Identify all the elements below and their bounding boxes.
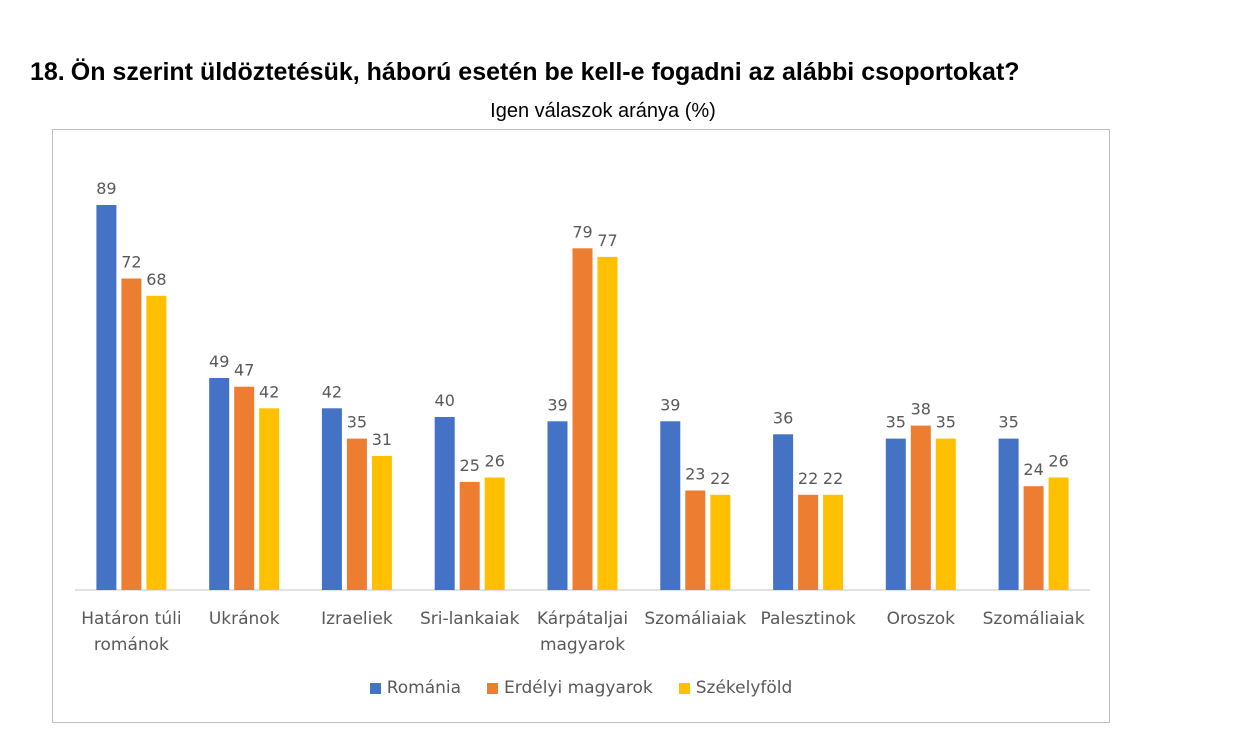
legend-swatch-szekelyfold [678, 682, 690, 694]
data-label-7-series-2: 22 [798, 469, 818, 488]
bar-9-series-2 [1023, 486, 1044, 590]
data-label-2-series-1: 49 [209, 352, 229, 371]
bar-5-series-2 [572, 248, 593, 591]
bar-3-series-3 [371, 455, 392, 590]
legend-label-romania: Románia [386, 678, 462, 698]
data-label-1-series-3: 68 [146, 270, 166, 289]
category-label-5-line-1: Kárpátaljai [537, 609, 628, 629]
bar-7-series-3 [823, 494, 844, 590]
data-label-6-series-2: 23 [685, 465, 705, 484]
bar-4-series-1 [434, 417, 455, 590]
bar-8-series-1 [885, 438, 906, 590]
data-label-6-series-3: 22 [710, 469, 730, 488]
question-number: 18. [30, 58, 65, 86]
category-label-4-line-1: Sri-lankaiak [420, 609, 520, 629]
bar-9-series-1 [998, 438, 1019, 590]
data-label-6-series-1: 39 [660, 395, 680, 414]
bar-2-series-2 [234, 386, 255, 590]
bar-5-series-1 [547, 421, 568, 590]
data-label-8-series-2: 38 [911, 400, 931, 419]
question-text: Ön szerint üldöztetésük, háború esetén b… [70, 58, 1020, 86]
category-label-7-line-1: Palesztinok [760, 609, 855, 629]
data-label-5-series-1: 39 [547, 395, 567, 414]
category-label-2-line-1: Ukránok [209, 609, 280, 629]
chart-title: Igen válaszok aránya (%) [490, 100, 716, 122]
legend-label-erdelyi: Erdélyi magyarok [504, 678, 653, 698]
legend-item-romania: Románia [369, 678, 462, 698]
data-label-3-series-2: 35 [347, 413, 367, 432]
bar-7-series-2 [798, 494, 819, 590]
data-label-8-series-1: 35 [886, 413, 906, 432]
bar-1-series-2 [121, 278, 142, 590]
bar-4-series-2 [459, 481, 480, 590]
legend-item-erdelyi: Erdélyi magyarok [487, 678, 653, 698]
bar-5-series-3 [597, 256, 618, 590]
data-label-3-series-3: 31 [372, 430, 392, 449]
chart-legend: Románia Erdélyi magyarok Székelyföld [0, 678, 1162, 698]
legend-swatch-erdelyi [487, 682, 499, 694]
data-label-4-series-1: 40 [435, 391, 455, 410]
category-label-1-line-2: románok [94, 635, 169, 655]
bar-2-series-1 [209, 378, 230, 590]
bar-8-series-2 [910, 425, 931, 590]
chart-frame [52, 129, 1110, 723]
data-label-2-series-3: 42 [259, 382, 279, 401]
data-label-7-series-3: 22 [823, 469, 843, 488]
data-label-3-series-1: 42 [322, 382, 342, 401]
bar-6-series-3 [710, 494, 731, 590]
bar-1-series-3 [146, 295, 167, 590]
legend-item-szekelyfold: Székelyföld [678, 678, 793, 698]
data-label-4-series-3: 26 [485, 452, 505, 471]
category-label-1-line-1: Határon túli [81, 609, 181, 629]
bar-6-series-1 [660, 421, 681, 590]
category-label-9-line-1: Szomáliaiak [983, 609, 1085, 629]
legend-swatch-romania [369, 682, 381, 694]
data-label-1-series-1: 89 [96, 179, 116, 198]
data-label-7-series-1: 36 [773, 408, 793, 427]
bar-1-series-1 [96, 205, 117, 590]
data-label-5-series-2: 79 [572, 222, 592, 241]
data-label-9-series-3: 26 [1048, 452, 1068, 471]
bar-8-series-3 [935, 438, 956, 590]
data-label-5-series-3: 77 [597, 231, 617, 250]
data-label-1-series-2: 72 [121, 253, 141, 272]
data-label-9-series-1: 35 [998, 413, 1018, 432]
bar-2-series-3 [259, 408, 280, 590]
bar-4-series-3 [484, 477, 505, 590]
category-label-8-line-1: Oroszok [887, 609, 956, 629]
bar-3-series-2 [346, 438, 367, 590]
category-label-6-line-1: Szomáliaiak [644, 609, 746, 629]
bar-9-series-3 [1048, 477, 1069, 590]
bar-6-series-2 [685, 490, 706, 590]
legend-label-szekelyfold: Székelyföld [695, 678, 793, 698]
bar-7-series-1 [773, 434, 794, 590]
bar-3-series-1 [321, 408, 342, 590]
data-label-9-series-2: 24 [1023, 460, 1043, 479]
question-title: 18. Ön szerint üldöztetésük, háború eseté… [30, 58, 1020, 87]
category-label-3-line-1: Izraeliek [321, 609, 393, 629]
data-label-8-series-3: 35 [936, 413, 956, 432]
category-label-5-line-2: magyarok [540, 635, 625, 655]
data-label-4-series-2: 25 [460, 456, 480, 475]
data-label-2-series-2: 47 [234, 361, 254, 380]
